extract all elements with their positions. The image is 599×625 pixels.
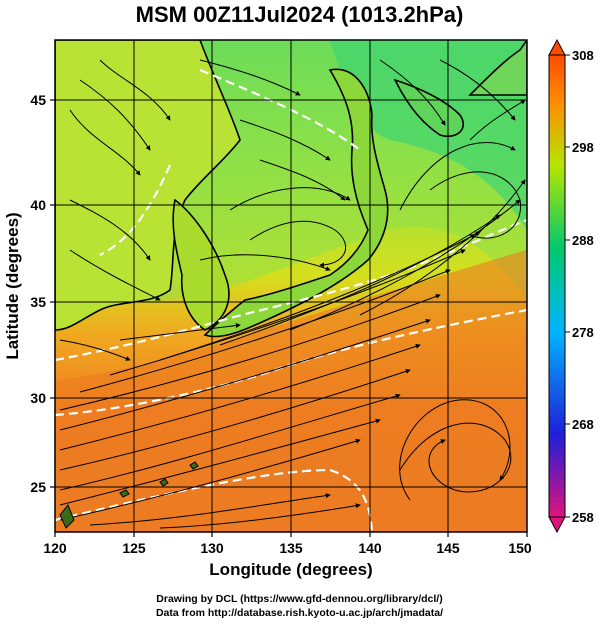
y-tick-label: 30: [30, 390, 46, 406]
x-tick-label: 145: [436, 540, 460, 556]
y-tick-label: 45: [30, 92, 46, 108]
isotherm-lines: [55, 68, 527, 532]
map-panel: [55, 40, 527, 532]
x-axis-ticks: [54, 532, 528, 537]
x-tick-label: 125: [122, 540, 146, 556]
colorbar-label: 298: [572, 140, 594, 155]
y-tick-label: 40: [30, 197, 46, 213]
colorbar-label: 258: [572, 510, 594, 525]
x-tick-label: 150: [508, 540, 532, 556]
colorbar-label: 278: [572, 325, 594, 340]
map-title: MSM 00Z11Jul2024 (1013.2hPa): [135, 2, 464, 27]
x-axis-title: Longitude (degrees): [209, 560, 372, 579]
y-tick-label: 35: [30, 294, 46, 310]
streamlines: [59, 59, 526, 529]
credit-dcl: Drawing by DCL (https://www.gfd-dennou.o…: [156, 593, 443, 605]
colorbar-bottom-triangle: [548, 516, 566, 534]
x-tick-label: 130: [200, 540, 224, 556]
island-markers: [59, 461, 199, 529]
colorbar-label: 288: [572, 233, 594, 248]
colorbar-top-triangle: [548, 38, 566, 56]
credits: Drawing by DCL (https://www.gfd-dennou.o…: [0, 592, 599, 620]
credit-data-source: Data from http://database.rish.kyoto-u.a…: [155, 607, 444, 619]
colorbar-gradient: [548, 54, 566, 518]
colorbar-label: 268: [572, 417, 594, 432]
y-tick-label: 25: [30, 479, 46, 495]
y-axis-ticks: [50, 99, 55, 488]
colorbar: 308 298 288 278 268 258: [548, 38, 594, 534]
x-tick-label: 140: [358, 540, 382, 556]
lat-lon-grid: [55, 40, 527, 532]
x-tick-label: 120: [43, 540, 67, 556]
y-axis-title: Latitude (degrees): [3, 212, 22, 359]
x-tick-label: 135: [279, 540, 303, 556]
land-mass: [55, 40, 527, 338]
colorbar-label: 308: [572, 48, 594, 63]
